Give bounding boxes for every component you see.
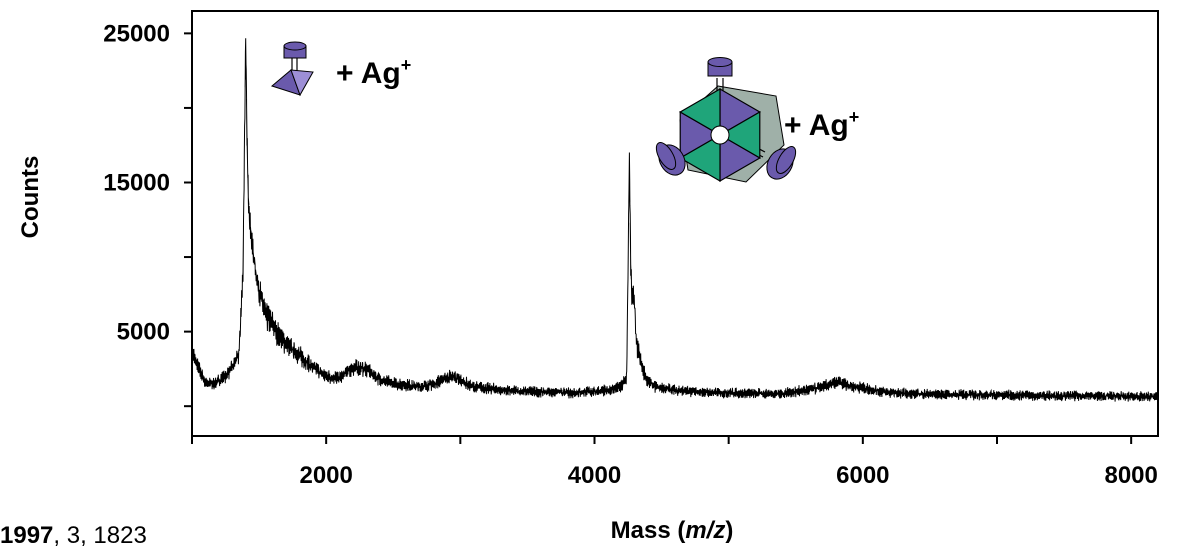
y-axis-title: Counts [17,156,44,239]
citation-year: 1997 [0,522,54,549]
citation-text: 1997, 3, 1823 [0,521,147,551]
capsule-cluster-icon [655,57,797,183]
y-tick-labels: 5000 15000 25000 [103,20,170,345]
x-tick-label: 4000 [568,462,621,489]
x-axis-title-italic: m/z [685,517,725,544]
y-tick-label: 25000 [103,20,170,47]
spectrum-line [191,38,1159,402]
capsule-facet [679,87,721,137]
x-tick-labels: 2000 4000 6000 8000 [299,462,1157,489]
citation-rest: , 3, 1823 [53,522,147,549]
x-axis-title-suffix: ) [725,517,733,544]
x-tick-label: 2000 [299,462,352,489]
monomer-cavitand-icon [270,41,314,97]
plot-frame [191,10,1159,437]
y-tick-label: 5000 [117,319,170,346]
x-axis-ticks [191,436,1133,444]
x-tick-label: 8000 [1104,462,1157,489]
y-tick-label: 15000 [103,169,170,196]
x-axis-title-prefix: Mass ( [611,517,686,544]
y-axis-ticks [184,32,192,408]
x-axis-title: Mass (m/z) [611,517,734,544]
annotation-monomer-ag: + Ag+ [336,55,411,90]
annotation-capsule-ag: + Ag+ [784,107,859,142]
x-tick-label: 6000 [836,462,889,489]
